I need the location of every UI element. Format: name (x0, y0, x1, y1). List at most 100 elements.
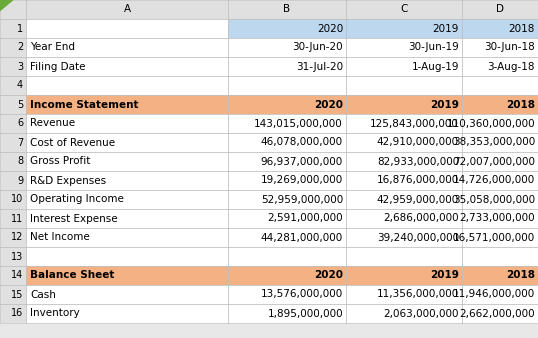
Bar (0, 209, 26, 228)
Bar (228, 304, 346, 323)
Text: 2018: 2018 (506, 99, 535, 110)
Bar (228, 152, 346, 171)
Bar (346, 76, 462, 95)
Text: Balance Sheet: Balance Sheet (30, 270, 115, 281)
Text: 96,937,000,000: 96,937,000,000 (261, 156, 343, 167)
Bar (26, 266, 228, 285)
Bar (462, 266, 538, 285)
Text: 1-Aug-19: 1-Aug-19 (412, 62, 459, 72)
Text: 2020: 2020 (314, 99, 343, 110)
Text: 82,933,000,000: 82,933,000,000 (377, 156, 459, 167)
Bar (228, 247, 346, 266)
Text: Gross Profit: Gross Profit (30, 156, 90, 167)
Text: 30-Jun-18: 30-Jun-18 (484, 43, 535, 52)
Bar (462, 0, 538, 19)
Bar (0, 0, 26, 19)
Text: 2019: 2019 (433, 24, 459, 33)
Text: 14,726,000,000: 14,726,000,000 (453, 175, 535, 186)
Text: 7: 7 (17, 138, 23, 147)
Bar (462, 19, 538, 38)
Text: 30-Jun-20: 30-Jun-20 (292, 43, 343, 52)
Text: 35,058,000,000: 35,058,000,000 (453, 194, 535, 204)
Text: 12: 12 (11, 233, 23, 242)
Text: 2,063,000,000: 2,063,000,000 (384, 309, 459, 318)
Bar (228, 114, 346, 133)
Bar (346, 0, 462, 19)
Text: 11,356,000,000: 11,356,000,000 (377, 290, 459, 299)
Text: C: C (400, 4, 408, 15)
Bar (0, 228, 26, 247)
Text: 72,007,000,000: 72,007,000,000 (453, 156, 535, 167)
Bar (0, 76, 26, 95)
Text: 143,015,000,000: 143,015,000,000 (254, 119, 343, 128)
Bar (0, 114, 26, 133)
Text: Cost of Revenue: Cost of Revenue (30, 138, 115, 147)
Bar (26, 38, 228, 57)
Bar (228, 171, 346, 190)
Bar (26, 114, 228, 133)
Bar (26, 209, 228, 228)
Text: 16,876,000,000: 16,876,000,000 (377, 175, 459, 186)
Bar (346, 228, 462, 247)
Bar (0, 171, 26, 190)
Text: 2,733,000,000: 2,733,000,000 (459, 214, 535, 223)
Bar (462, 190, 538, 209)
Bar (26, 285, 228, 304)
Text: Revenue: Revenue (30, 119, 75, 128)
Bar (228, 0, 346, 19)
Bar (26, 171, 228, 190)
Text: 2,591,000,000: 2,591,000,000 (267, 214, 343, 223)
Bar (228, 95, 346, 114)
Text: 2: 2 (17, 43, 23, 52)
Text: 15: 15 (11, 290, 23, 299)
Text: 16,571,000,000: 16,571,000,000 (453, 233, 535, 242)
Text: 8: 8 (17, 156, 23, 167)
Bar (346, 152, 462, 171)
Bar (346, 95, 462, 114)
Text: 11,946,000,000: 11,946,000,000 (453, 290, 535, 299)
Bar (462, 228, 538, 247)
Text: Year End: Year End (30, 43, 75, 52)
Bar (228, 38, 346, 57)
Bar (26, 228, 228, 247)
Text: 2019: 2019 (430, 270, 459, 281)
Text: Inventory: Inventory (30, 309, 80, 318)
Bar (228, 57, 346, 76)
Bar (0, 285, 26, 304)
Bar (228, 266, 346, 285)
Text: 5: 5 (17, 99, 23, 110)
Bar (228, 228, 346, 247)
Text: R&D Expenses: R&D Expenses (30, 175, 106, 186)
Text: 2018: 2018 (508, 24, 535, 33)
Text: 2020: 2020 (317, 24, 343, 33)
Bar (0, 266, 26, 285)
Text: 52,959,000,000: 52,959,000,000 (261, 194, 343, 204)
Bar (462, 304, 538, 323)
Bar (228, 190, 346, 209)
Text: 30-Jun-19: 30-Jun-19 (408, 43, 459, 52)
Text: 3-Aug-18: 3-Aug-18 (487, 62, 535, 72)
Text: 11: 11 (11, 214, 23, 223)
Text: 2,686,000,000: 2,686,000,000 (384, 214, 459, 223)
Bar (462, 247, 538, 266)
Text: 125,843,000,000: 125,843,000,000 (370, 119, 459, 128)
Bar (228, 209, 346, 228)
Text: D: D (496, 4, 504, 15)
Text: 6: 6 (17, 119, 23, 128)
Bar (346, 171, 462, 190)
Bar (26, 0, 228, 19)
Text: Cash: Cash (30, 290, 56, 299)
Bar (346, 266, 462, 285)
Text: 13: 13 (11, 251, 23, 262)
Text: 38,353,000,000: 38,353,000,000 (453, 138, 535, 147)
Text: 44,281,000,000: 44,281,000,000 (261, 233, 343, 242)
Bar (26, 152, 228, 171)
Bar (0, 304, 26, 323)
Text: 3: 3 (17, 62, 23, 72)
Bar (346, 19, 462, 38)
Text: 13,576,000,000: 13,576,000,000 (261, 290, 343, 299)
Text: 2,662,000,000: 2,662,000,000 (459, 309, 535, 318)
Bar (462, 38, 538, 57)
Text: 39,240,000,000: 39,240,000,000 (377, 233, 459, 242)
Text: Interest Expense: Interest Expense (30, 214, 118, 223)
